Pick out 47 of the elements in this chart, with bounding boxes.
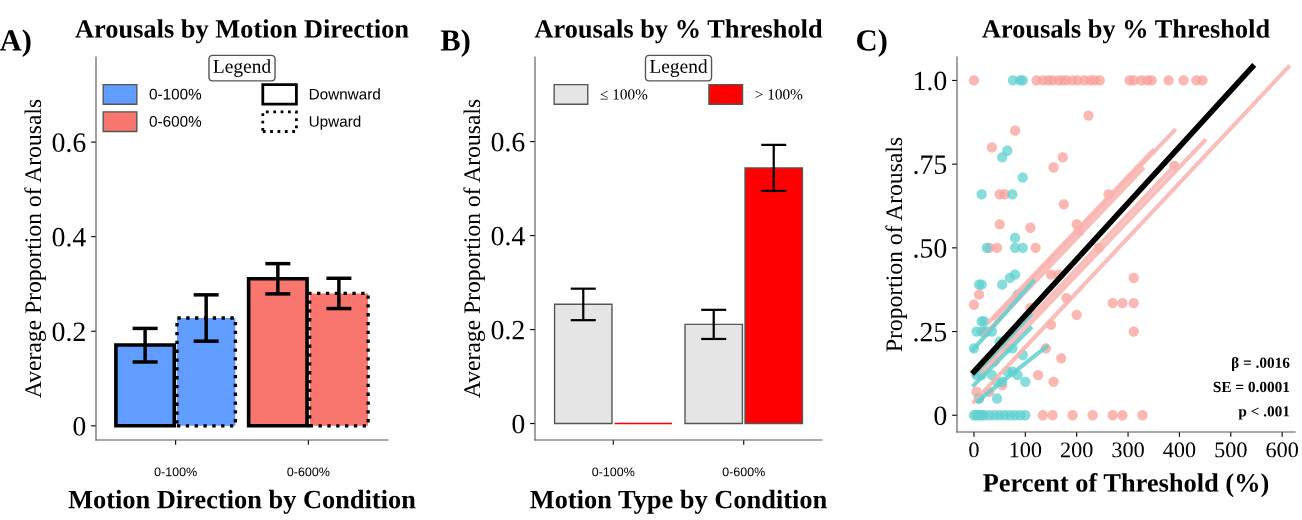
y-tick-label: 0.4	[52, 227, 86, 247]
legend-label: ≤ 100%	[600, 89, 648, 100]
text: B)	[440, 29, 470, 57]
legend-label: Downward	[309, 88, 380, 100]
legend-title: Legend	[213, 59, 271, 77]
chart-title: Arousals by % Threshold	[534, 19, 823, 44]
y-tick-label: 1.0	[915, 71, 947, 91]
text: A)	[0, 29, 31, 57]
category-label: 0-100%	[149, 88, 202, 100]
x-tick-label: 200	[1061, 442, 1093, 458]
x-tick-label: 100	[1010, 442, 1042, 458]
y-tick-label: .50	[914, 239, 947, 258]
y-tick-label: 0.6	[52, 133, 86, 153]
y-tick-label: .75	[914, 155, 947, 175]
x-tick-label: 0-600%	[287, 467, 330, 477]
y-axis-title: Average Proportion of Arousals	[24, 99, 46, 398]
y-tick-label: .25	[914, 322, 947, 342]
x-axis-title: Percent of Threshold (%)	[983, 472, 1269, 498]
x-tick-label: 0	[969, 442, 979, 458]
y-tick-label: 0.4	[491, 226, 525, 246]
legend-label: > 100%	[755, 89, 803, 100]
y-tick-label: 0	[934, 406, 947, 426]
x-axis-title: Motion Type by Condition	[530, 489, 827, 514]
text: C)	[857, 29, 887, 57]
annotation: p < .001	[1238, 406, 1290, 420]
legend-title: Legend	[649, 59, 708, 77]
x-tick-label: 300	[1112, 442, 1144, 458]
x-tick-label: 0-100%	[592, 467, 635, 477]
y-tick-label: 0	[73, 416, 86, 436]
y-axis-title: Average Proportion of Arousals	[463, 99, 485, 398]
annotation: SE = 0.0001	[1213, 381, 1290, 393]
x-tick-label: 0-600%	[722, 467, 765, 477]
x-tick-label: 400	[1163, 442, 1196, 458]
chart-title: Arousals by Motion Direction	[75, 19, 409, 44]
x-tick-label: 600	[1266, 442, 1298, 458]
x-tick-label: 0-100%	[154, 467, 197, 477]
y-tick-label: 0.2	[491, 320, 524, 340]
chart-title: Arousals by % Threshold	[982, 19, 1270, 44]
y-tick-label: 0.2	[52, 322, 85, 342]
x-axis-title: Motion Direction by Condition	[68, 489, 416, 514]
y-tick-label: 0.6	[491, 132, 525, 152]
annotation: β = .0016	[1232, 357, 1290, 372]
legend-label: Upward	[309, 115, 361, 130]
y-axis-title: Proportion of Arousals	[885, 137, 907, 352]
category-label: 0-600%	[149, 116, 202, 127]
y-tick-label: 0	[512, 414, 525, 434]
x-tick-label: 500	[1215, 442, 1247, 458]
